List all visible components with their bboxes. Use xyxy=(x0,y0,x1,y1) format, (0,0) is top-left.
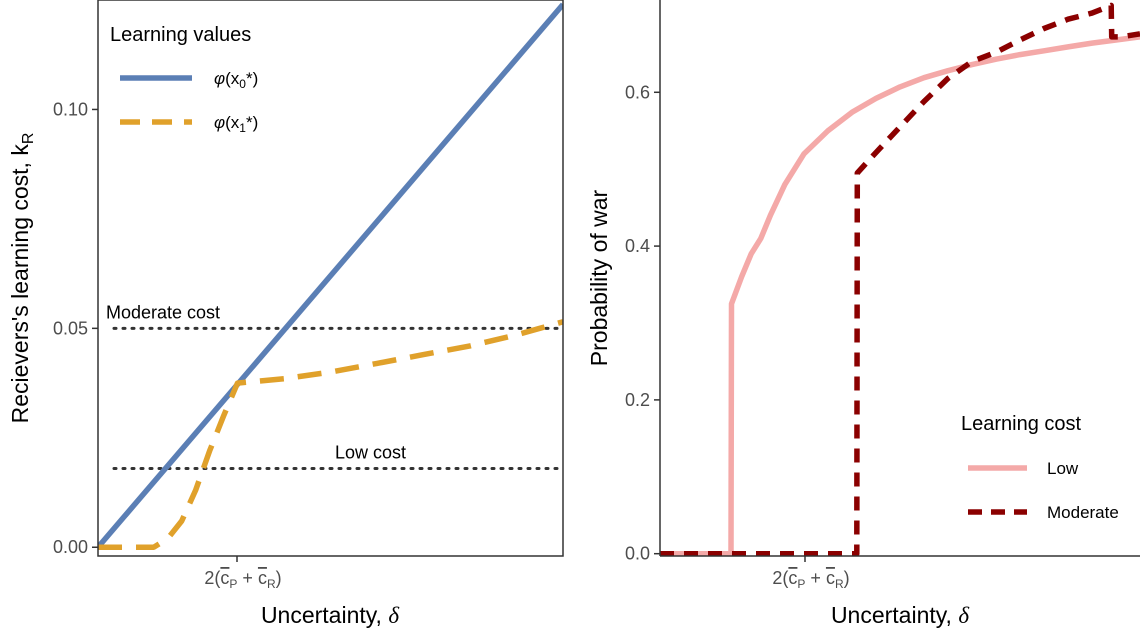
right-y-tick-label: 0.6 xyxy=(625,82,650,102)
left-series-group xyxy=(98,2,563,550)
left-legend-entry-x0: φ(x0*) xyxy=(120,69,258,91)
right-legend: Learning cost Low Moderate xyxy=(961,413,1119,522)
right-legend-title: Learning cost xyxy=(961,413,1082,435)
right-y-axis-ticks: 0.0 0.2 0.4 0.6 xyxy=(625,82,660,564)
right-legend-label-moderate: Moderate xyxy=(1047,503,1119,522)
right-series-group xyxy=(660,2,1140,556)
left-y-tick-label: 0.00 xyxy=(53,537,88,557)
right-legend-entry-low: Low xyxy=(968,459,1079,478)
left-y-axis-ticks: 0.00 0.05 0.10 xyxy=(53,99,98,557)
right-y-tick-label: 0.0 xyxy=(625,544,650,564)
left-series-1-line xyxy=(98,319,563,550)
left-legend-label-x1: φ(x1*) xyxy=(214,113,258,135)
left-series-0-line xyxy=(98,2,563,549)
right-legend-entry-moderate: Moderate xyxy=(968,503,1119,522)
right-series-0-line xyxy=(660,34,1140,556)
left-y-tick-label: 0.10 xyxy=(53,99,88,119)
right-series-1-line xyxy=(660,2,1140,556)
right-x-tick-label: 2(cP + cR) xyxy=(772,568,849,591)
left-x-axis-ticks: 2(cP + cR) xyxy=(204,556,282,591)
left-panel-border xyxy=(97,0,564,557)
right-legend-label-low: Low xyxy=(1047,459,1079,478)
left-y-tick-label: 0.05 xyxy=(53,318,88,338)
hline-label-moderate: Moderate cost xyxy=(106,302,220,322)
right-y-axis-title: Probability of war xyxy=(586,189,612,366)
right-y-tick-label: 0.2 xyxy=(625,390,650,410)
left-legend-title: Learning values xyxy=(110,24,251,46)
right-x-axis-ticks: 2(cP + cR) xyxy=(772,556,850,591)
left-legend: Learning values φ(x0*) φ(x1*) xyxy=(110,24,258,135)
right-chart-panel: 0.0 0.2 0.4 0.6 2(cP + cR) Uncertainty, δ P… xyxy=(586,0,1140,628)
hline-label-low: Low cost xyxy=(335,442,406,462)
left-x-axis-title: Uncertainty, δ xyxy=(261,602,399,628)
left-legend-label-x0: φ(x0*) xyxy=(214,69,258,91)
left-x-tick-label: 2(cP + cR) xyxy=(204,568,281,591)
left-reference-lines: Moderate cost Low cost xyxy=(106,302,562,470)
left-chart-panel: Moderate cost Low cost 0.00 0.05 0.10 2(cP … xyxy=(7,0,564,628)
left-y-axis-title: Recievers's learning cost, kR xyxy=(7,133,37,424)
right-y-tick-label: 0.4 xyxy=(625,236,650,256)
right-x-axis-title: Uncertainty, δ xyxy=(831,602,969,628)
left-legend-entry-x1: φ(x1*) xyxy=(120,113,258,135)
